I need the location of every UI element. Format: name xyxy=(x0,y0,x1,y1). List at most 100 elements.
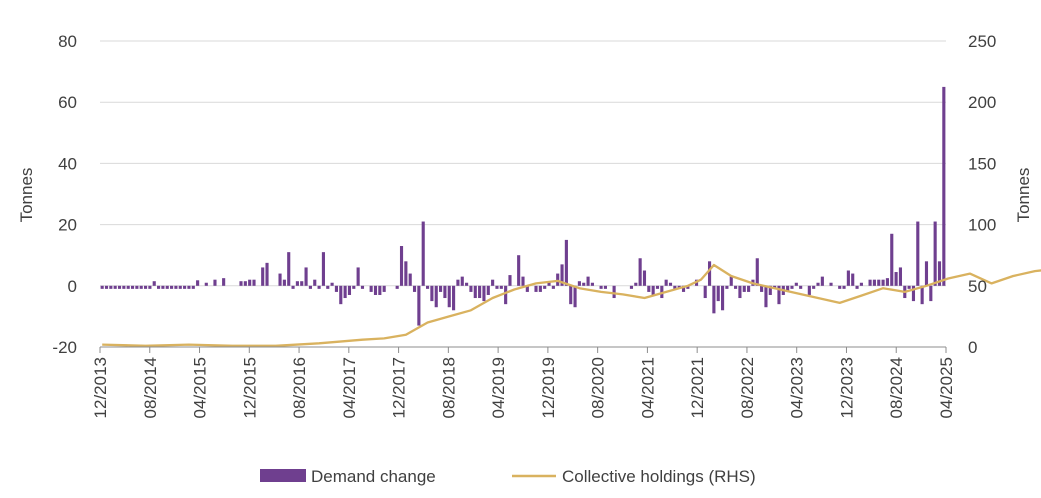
demand-change-bar xyxy=(404,261,408,286)
demand-change-bar xyxy=(161,285,165,289)
x-tick-label: 04/2019 xyxy=(489,357,508,418)
right-tick-label: 0 xyxy=(968,338,977,357)
demand-change-bar xyxy=(738,285,742,299)
demand-change-bar xyxy=(838,285,842,289)
demand-change-bar xyxy=(729,276,733,286)
demand-change-bar xyxy=(196,280,200,286)
demand-change-bar xyxy=(560,264,564,286)
demand-change-bar xyxy=(135,285,139,289)
demand-change-bar xyxy=(577,281,581,286)
demand-change-bar xyxy=(929,285,933,302)
demand-change-bar xyxy=(130,285,135,289)
demand-change-bar xyxy=(100,285,104,289)
demand-change-bar xyxy=(525,285,529,292)
demand-change-bar xyxy=(673,285,677,289)
x-tick-label: 12/2017 xyxy=(390,357,409,418)
demand-change-bar xyxy=(894,272,898,286)
demand-change-bar xyxy=(178,285,182,289)
demand-change-bar xyxy=(248,279,252,286)
demand-change-bar xyxy=(486,285,490,295)
demand-change-bar xyxy=(399,246,404,286)
demand-change-bar xyxy=(872,279,876,286)
demand-change-bar xyxy=(868,279,872,286)
x-tick-label: 12/2013 xyxy=(91,357,110,418)
demand-change-bar xyxy=(434,285,438,308)
demand-change-bar xyxy=(721,285,725,311)
demand-change-bar xyxy=(807,285,811,295)
demand-change-bar xyxy=(447,285,451,308)
demand-change-bar xyxy=(846,270,850,286)
demand-change-bar xyxy=(261,267,265,286)
demand-change-bar xyxy=(287,252,291,286)
demand-change-bar xyxy=(937,261,942,286)
x-tick-label: 12/2021 xyxy=(688,357,707,418)
demand-change-bar xyxy=(768,285,772,295)
demand-change-bar xyxy=(126,285,130,289)
x-tick-label: 08/2020 xyxy=(589,357,608,418)
demand-change-bar xyxy=(612,285,616,299)
x-tick-label: 12/2015 xyxy=(240,357,259,418)
demand-change-bar xyxy=(113,285,117,289)
x-tick-marks xyxy=(99,347,947,353)
right-axis-tick-labels: 0 50 100 150 200 250 xyxy=(968,32,996,357)
demand-change-bar xyxy=(590,282,594,286)
demand-change-bar xyxy=(538,285,542,292)
demand-change-bar xyxy=(734,285,738,289)
left-tick-label: 20 xyxy=(58,216,77,235)
demand-change-bar xyxy=(725,285,729,289)
demand-change-bar xyxy=(321,252,325,286)
demand-change-bar xyxy=(452,285,456,311)
demand-change-bar xyxy=(334,285,339,292)
demand-change-bar xyxy=(165,285,169,289)
demand-change-bar xyxy=(313,279,317,286)
demand-change-bar xyxy=(304,267,308,286)
demand-change-bar xyxy=(187,285,191,289)
demand-change-bar xyxy=(143,285,148,289)
collective-holdings-line xyxy=(102,263,1041,347)
demand-change-bar xyxy=(191,285,195,289)
demand-change-bar xyxy=(382,285,386,292)
demand-change-bar xyxy=(460,276,464,286)
demand-change-bar xyxy=(174,285,178,289)
x-tick-label: 08/2024 xyxy=(887,357,906,418)
demand-change-bar xyxy=(491,279,495,286)
legend-demand-change-label: Demand change xyxy=(311,467,436,486)
demand-change-bar xyxy=(352,285,356,289)
demand-change-bar xyxy=(877,279,881,286)
demand-change-bar xyxy=(439,285,443,292)
demand-change-bar xyxy=(660,285,664,299)
demand-change-bar xyxy=(543,285,547,289)
demand-change-bar xyxy=(369,285,373,292)
demand-change-bar xyxy=(308,285,312,289)
demand-change-bar xyxy=(890,233,894,286)
demand-change-bar xyxy=(764,285,768,308)
left-tick-label: 60 xyxy=(58,93,77,112)
demand-change-bar xyxy=(378,285,382,295)
demand-change-bar xyxy=(642,270,647,286)
demand-change-bar xyxy=(573,285,577,308)
demand-change-bar xyxy=(786,285,790,292)
demand-change-bar xyxy=(326,285,330,289)
demand-change-bar xyxy=(456,279,460,286)
demand-change-bar xyxy=(898,267,903,286)
demand-change-bar xyxy=(747,285,751,292)
demand-change-bar xyxy=(339,285,343,305)
demand-change-bar xyxy=(356,267,360,286)
demand-change-bar xyxy=(668,282,673,286)
demand-change-bar xyxy=(252,279,256,286)
demand-change-bar xyxy=(343,285,347,299)
x-tick-label: 08/2014 xyxy=(141,357,160,418)
demand-change-bar xyxy=(794,282,798,286)
x-axis-tick-labels: 12/2013 08/2014 04/2015 12/2015 08/2016 04/20… xyxy=(91,357,956,418)
demand-change-bar xyxy=(755,258,759,286)
left-tick-label: 0 xyxy=(68,277,77,296)
demand-change-bar xyxy=(417,285,421,326)
demand-change-bar xyxy=(586,276,590,286)
demand-change-bar xyxy=(855,285,859,289)
demand-change-bar xyxy=(924,261,929,286)
demand-change-bar xyxy=(556,273,560,286)
demand-change-bar xyxy=(117,285,122,289)
demand-change-bar xyxy=(347,285,352,295)
demand-change-bar xyxy=(504,285,508,305)
